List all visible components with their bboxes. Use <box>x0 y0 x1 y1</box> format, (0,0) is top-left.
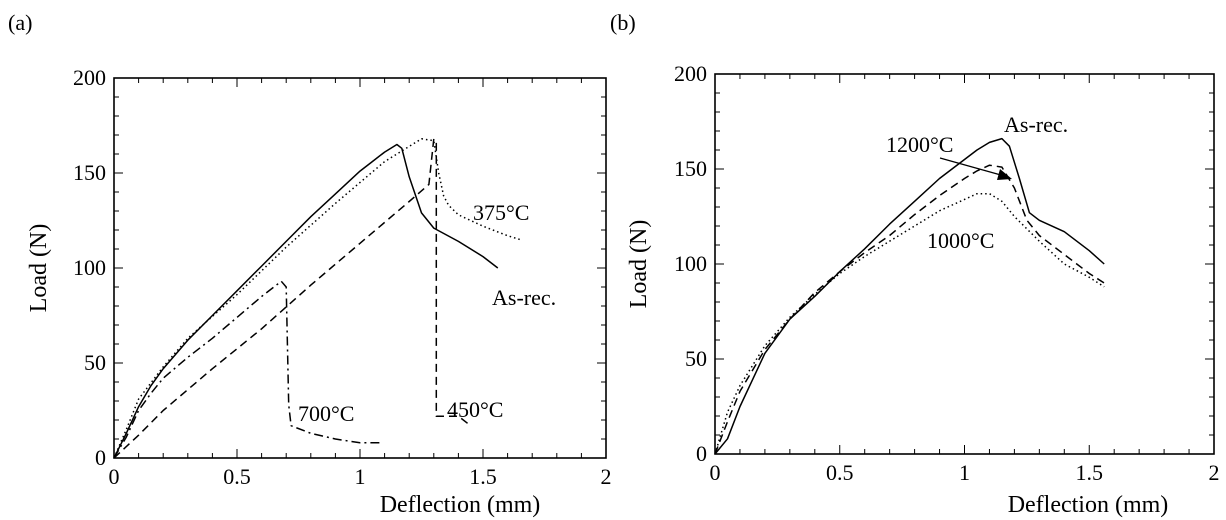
annotation-arrowhead <box>997 169 1012 180</box>
y-axis-label: Load (N) <box>626 220 652 309</box>
y-tick-label: 50 <box>685 346 707 371</box>
annotation-as-rec: As-rec. <box>492 285 556 310</box>
tick-marks <box>714 73 1215 455</box>
panel-label: (b) <box>610 10 636 35</box>
x-axis-label: Deflection (mm) <box>380 492 541 518</box>
y-tick-label: 100 <box>674 251 707 276</box>
x-tick-label: 0 <box>109 464 120 489</box>
panel-b: (b) 0 50 100 150 200 0 0.5 1 1.5 2 Deflection (m… <box>610 10 1220 518</box>
panel-label: (a) <box>8 10 32 35</box>
annotation-1000c: 1000°C <box>927 228 994 253</box>
x-tick-label: 1.5 <box>469 464 497 489</box>
x-tick-label: 1 <box>959 460 970 485</box>
x-tick-label: 0 <box>710 460 721 485</box>
annotation-as-rec: As-rec. <box>1004 112 1068 137</box>
y-tick-label: 200 <box>73 65 106 90</box>
panel-a: (a) 0 50 100 150 200 0 0.5 1 1.5 2 Deflection (m… <box>8 10 612 518</box>
x-tick-label: 1 <box>355 464 366 489</box>
y-tick-label: 150 <box>73 160 106 185</box>
x-tick-labels: 0 0.5 1 1.5 2 <box>710 460 1220 485</box>
x-tick-labels: 0 0.5 1 1.5 2 <box>109 464 612 489</box>
data-series <box>113 138 521 459</box>
series-line-375-c <box>113 138 521 459</box>
y-tick-labels: 0 50 100 150 200 <box>674 61 707 466</box>
x-tick-label: 1.5 <box>1076 460 1104 485</box>
y-tick-label: 0 <box>696 441 707 466</box>
annotation-450c: 450°C <box>447 397 503 422</box>
x-tick-label: 2 <box>601 464 612 489</box>
y-axis-label: Load (N) <box>26 224 52 313</box>
y-tick-label: 150 <box>674 156 707 181</box>
y-tick-label: 0 <box>95 445 106 470</box>
y-tick-label: 100 <box>73 255 106 280</box>
annotation-1200c: 1200°C <box>886 132 953 157</box>
x-tick-label: 2 <box>1209 460 1220 485</box>
x-tick-label: 0.5 <box>826 460 854 485</box>
series-line-as-rec <box>113 143 499 459</box>
series-line-700-c <box>113 280 380 459</box>
plot-frame <box>714 73 1215 455</box>
plot-frame <box>113 77 607 459</box>
y-tick-labels: 0 50 100 150 200 <box>73 65 106 470</box>
series-line-as-rec <box>714 137 1105 455</box>
series-line-1200-c <box>714 164 1105 455</box>
annotation-375c: 375°C <box>473 200 529 225</box>
data-series <box>714 137 1105 455</box>
x-tick-label: 0.5 <box>223 464 251 489</box>
annotation-700c: 700°C <box>298 401 354 426</box>
series-line-450-c <box>113 138 469 459</box>
y-tick-label: 50 <box>84 350 106 375</box>
tick-marks <box>113 77 607 459</box>
y-tick-label: 200 <box>674 61 707 86</box>
annotation-arrow <box>939 157 1009 178</box>
x-axis-label: Deflection (mm) <box>1008 492 1169 518</box>
series-line-1000-c <box>714 192 1105 455</box>
